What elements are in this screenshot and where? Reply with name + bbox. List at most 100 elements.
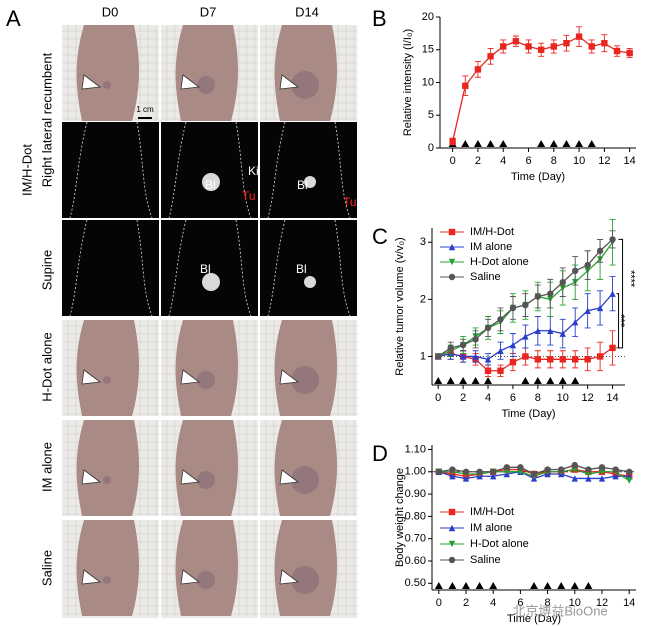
- dose-marker: [530, 582, 538, 589]
- x-tick-label: 14: [606, 392, 618, 404]
- tumor: [197, 471, 215, 489]
- marker: [571, 356, 579, 363]
- arrowhead: [81, 469, 102, 485]
- marker: [484, 356, 492, 363]
- tumor: [197, 371, 215, 389]
- marker: [547, 327, 554, 334]
- x-tick-label: 0: [435, 392, 441, 404]
- marker: [571, 466, 578, 473]
- x-tick-label: 10: [569, 597, 581, 609]
- marker: [626, 468, 633, 475]
- row-label: Right lateral recumbent: [39, 52, 54, 187]
- x-tick-label: 4: [490, 597, 496, 609]
- marker: [449, 138, 456, 145]
- y-tick-label: 1.10: [405, 443, 426, 455]
- x-axis-label: Time (Day): [507, 613, 561, 625]
- marker: [525, 43, 532, 50]
- dose-marker: [575, 140, 584, 147]
- marker: [544, 466, 551, 473]
- x-tick-label: 10: [557, 392, 569, 404]
- dose-marker: [587, 140, 596, 147]
- marker: [588, 43, 595, 50]
- marker: [584, 261, 591, 269]
- dose-marker: [533, 377, 542, 384]
- marker: [530, 470, 538, 478]
- y-tick-label: 1.00: [405, 466, 426, 478]
- marker: [598, 475, 606, 482]
- image-annotation: Bl: [200, 262, 211, 276]
- legend-label: Saline: [470, 271, 501, 283]
- legend-label: H-Dot alone: [470, 538, 529, 550]
- marker: [490, 468, 497, 475]
- column-label: D14: [295, 4, 319, 19]
- marker: [571, 461, 578, 469]
- x-tick-label: 4: [500, 155, 506, 167]
- legend-label: Saline: [470, 554, 501, 566]
- x-tick-label: 0: [436, 597, 442, 609]
- arrowhead: [279, 369, 300, 385]
- image-annotation: Bl: [205, 178, 216, 192]
- outline: [267, 219, 351, 317]
- marker: [571, 475, 578, 482]
- tumor: [103, 576, 111, 584]
- y-tick-label: 0: [428, 142, 434, 154]
- x-tick-label: 2: [460, 392, 466, 404]
- x-tick-label: 8: [535, 392, 541, 404]
- x-tick-label: 12: [582, 392, 594, 404]
- dose-marker: [459, 377, 468, 384]
- panel-label: D: [372, 441, 388, 466]
- dose-marker: [537, 140, 546, 147]
- dose-marker: [549, 140, 558, 147]
- dose-marker: [471, 377, 480, 384]
- dose-marker: [462, 582, 470, 589]
- marker: [613, 47, 621, 55]
- y-tick-label: 0.50: [405, 577, 426, 589]
- y-axis-label: Body weight change: [394, 468, 406, 567]
- marker: [522, 301, 529, 309]
- image-cell: [62, 122, 159, 218]
- y-tick-label: 1: [420, 350, 426, 362]
- marker: [537, 46, 545, 53]
- dose-marker: [434, 582, 443, 589]
- marker: [585, 466, 592, 473]
- y-tick-label: 20: [422, 11, 434, 23]
- tumor: [291, 466, 319, 494]
- column-label: D7: [200, 4, 217, 19]
- marker: [596, 247, 604, 255]
- panel-label: B: [372, 6, 387, 31]
- marker: [584, 356, 591, 363]
- watermark: 北京博益BioOne: [512, 603, 607, 618]
- marker: [584, 307, 591, 314]
- marker: [522, 333, 529, 340]
- marker: [462, 468, 470, 475]
- marker: [462, 82, 469, 89]
- image-annotation: Bl: [297, 178, 308, 192]
- dose-marker: [521, 377, 530, 384]
- mouse: [175, 320, 238, 416]
- dose-marker: [546, 377, 555, 384]
- marker: [490, 473, 497, 480]
- x-axis-label: Time (Day): [511, 171, 565, 183]
- tumor: [291, 566, 319, 594]
- marker: [517, 464, 524, 471]
- scale-label: 1 cm: [136, 105, 154, 114]
- marker: [447, 344, 454, 352]
- mouse: [76, 25, 139, 121]
- arrowhead: [180, 569, 201, 585]
- marker: [448, 540, 456, 548]
- marker: [462, 475, 470, 482]
- arrowhead: [180, 469, 201, 485]
- marker: [503, 468, 510, 475]
- marker: [448, 258, 456, 266]
- marker: [487, 53, 494, 60]
- marker: [484, 367, 492, 374]
- image-cell: [260, 220, 357, 316]
- legend-label: IM/H-Dot: [470, 506, 514, 518]
- dose-marker: [571, 377, 580, 384]
- y-tick-label: 0.90: [405, 488, 426, 500]
- y-tick-label: 0.70: [405, 533, 426, 545]
- marker: [575, 33, 583, 40]
- marker: [448, 556, 456, 564]
- marker: [559, 279, 566, 286]
- marker: [534, 356, 542, 363]
